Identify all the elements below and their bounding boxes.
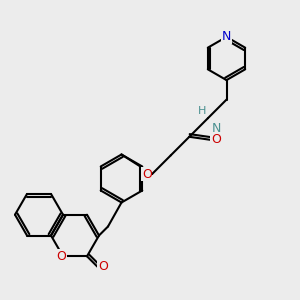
Text: O: O — [57, 250, 66, 263]
Text: O: O — [98, 260, 108, 273]
Text: N: N — [212, 122, 221, 135]
Text: H: H — [197, 106, 206, 116]
Text: O: O — [142, 167, 152, 181]
Text: N: N — [222, 30, 231, 44]
Text: O: O — [211, 133, 220, 146]
